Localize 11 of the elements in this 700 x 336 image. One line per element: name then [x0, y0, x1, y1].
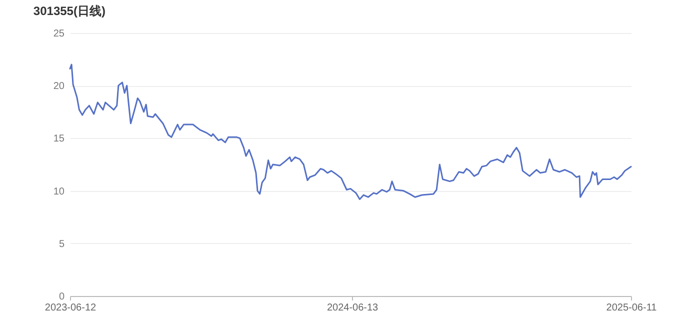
- y-tick-label: 10: [53, 186, 65, 198]
- x-tick-label: 2024-06-13: [326, 302, 379, 314]
- x-tick-label: 2025-06-11: [606, 302, 658, 314]
- y-tick-label: 15: [53, 134, 65, 145]
- x-tick-label: 2023-06-12: [44, 302, 97, 314]
- y-tick-label: 25: [53, 28, 65, 40]
- y-tick-label: 20: [53, 81, 65, 92]
- line-series: [69, 64, 632, 200]
- y-tick-label: 5: [58, 238, 65, 250]
- chart-title: 301355(日线): [33, 4, 106, 18]
- y-tick-label: 0: [58, 292, 65, 302]
